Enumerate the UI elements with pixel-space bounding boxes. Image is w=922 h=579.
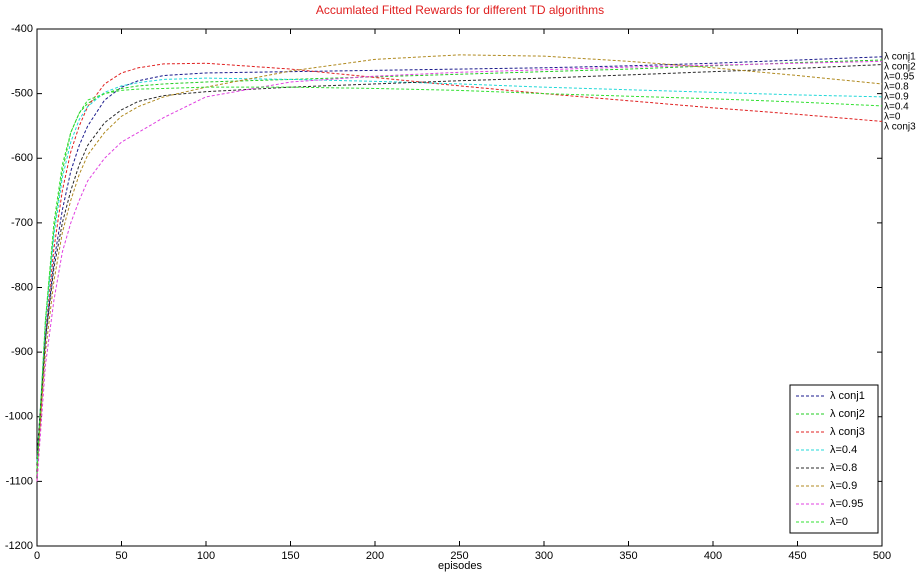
legend-box: [789, 384, 879, 534]
end-label: λ=0.9: [884, 91, 909, 102]
x-tick-label: 500: [873, 550, 891, 562]
end-label: λ conj1: [884, 51, 916, 62]
y-tick-label: -500: [11, 88, 33, 100]
legend-label: λ conj3: [830, 426, 865, 438]
end-label: λ=0: [884, 111, 901, 122]
series-line: [36, 60, 883, 482]
plot-frame: [36, 28, 883, 547]
x-tick-label: 350: [619, 550, 637, 562]
y-tick-label: -800: [11, 281, 33, 293]
legend-label: λ=0.95: [830, 498, 863, 510]
y-tick-label: -900: [11, 346, 33, 358]
series-line: [36, 59, 883, 475]
series-line: [36, 77, 883, 463]
series-line: [36, 56, 883, 469]
end-label: λ=0.8: [884, 81, 909, 92]
series-line: [36, 86, 883, 469]
x-tick-label: 100: [197, 550, 215, 562]
y-tick-label: -1000: [5, 411, 33, 423]
legend-label: λ=0.4: [830, 444, 857, 456]
end-label: λ conj2: [884, 61, 916, 72]
x-tick-label: 450: [788, 550, 806, 562]
chart-title: Accumlated Fitted Rewards for different …: [316, 3, 604, 17]
y-tick-label: -700: [11, 217, 33, 229]
x-tick-label: 400: [704, 550, 722, 562]
series-line: [36, 54, 883, 469]
legend-label: λ conj1: [830, 390, 865, 402]
x-tick-label: 0: [34, 550, 40, 562]
y-tick-label: -1100: [6, 475, 33, 487]
end-label: λ conj3: [884, 121, 916, 132]
legend-label: λ conj2: [830, 408, 865, 420]
end-label: λ=0.4: [884, 101, 909, 112]
x-tick-label: 200: [366, 550, 384, 562]
legend-label: λ=0.9: [830, 480, 857, 492]
x-tick-label: 50: [115, 550, 127, 562]
x-axis-label: episodes: [438, 560, 483, 572]
x-tick-label: 300: [535, 550, 553, 562]
series-line: [36, 62, 883, 482]
legend-label: λ=0.8: [830, 462, 857, 474]
x-tick-label: 150: [281, 550, 299, 562]
y-tick-label: -400: [11, 23, 33, 35]
legend-label: λ=0: [830, 516, 848, 528]
end-label: λ=0.95: [884, 71, 915, 82]
y-tick-label: -1200: [5, 540, 33, 552]
y-tick-label: -600: [11, 152, 33, 164]
series-line: [36, 64, 883, 456]
x-tick-label: 250: [450, 550, 468, 562]
